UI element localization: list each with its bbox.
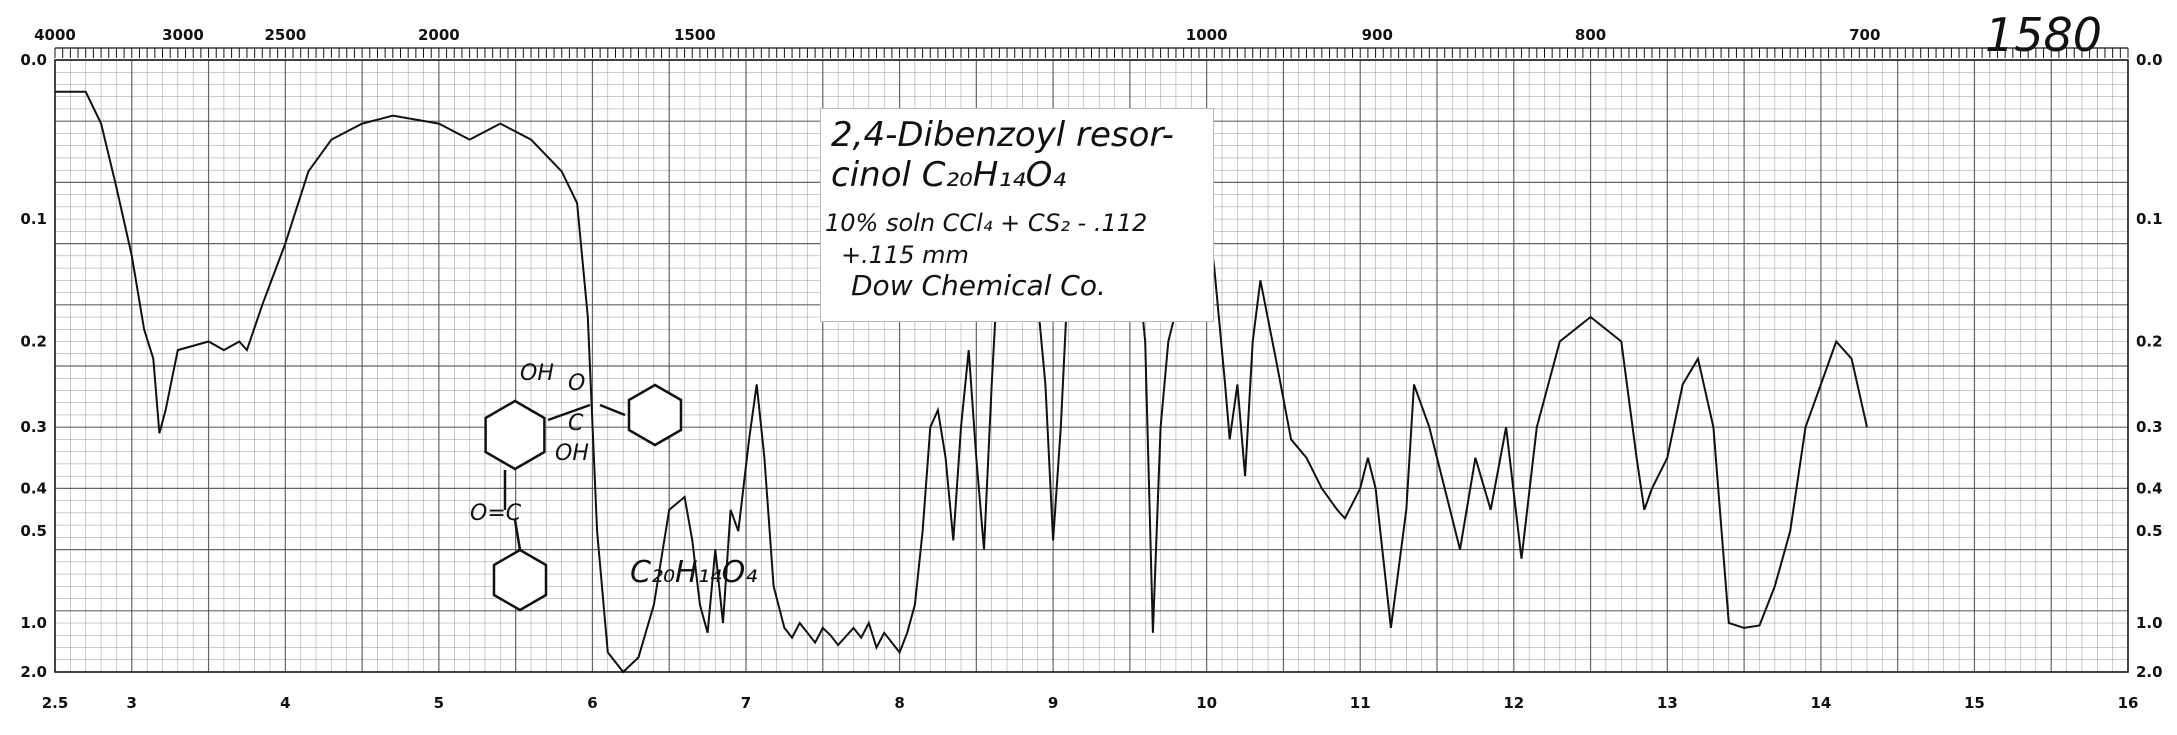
x-top-tick-label: 3000 (162, 26, 204, 44)
compound-name-line2: cinol C₂₀H₁₄O₄ (831, 155, 1066, 195)
x-bottom-tick-label: 9 (1048, 694, 1058, 712)
x-top-tick-label: 1500 (674, 26, 716, 44)
plot-frame (54, 59, 2129, 673)
x-bottom-tick-label: 10 (1196, 694, 1217, 712)
y-left-tick-label: 0.0 (20, 51, 47, 69)
y-right-tick-label: 0.5 (2136, 522, 2163, 540)
x-bottom-tick-label: 3 (127, 694, 137, 712)
x-bottom-tick-label: 4 (280, 694, 290, 712)
bond-bottom-phenyl (513, 519, 522, 551)
x-top-tick-label: 800 (1575, 26, 1606, 44)
y-left-tick-label: 0.3 (20, 418, 47, 436)
x-bottom-tick-label: 15 (1964, 694, 1985, 712)
x-bottom-tick-label: 8 (894, 694, 904, 712)
compound-name-line1: 2,4-Dibenzoyl resor- (831, 115, 1174, 155)
y-left-tick-label: 0.4 (20, 479, 47, 497)
benzoyl-ring-bottom (492, 548, 548, 612)
resorcinol-ring (484, 399, 546, 471)
y-left-tick-label: 1.0 (20, 614, 47, 632)
y-left-tick-label: 0.2 (20, 333, 47, 351)
y-right-tick-label: 1.0 (2136, 614, 2163, 632)
chart-axes (54, 47, 2129, 673)
chart-series (55, 90, 1868, 674)
x-top-tick-label: 2500 (264, 26, 306, 44)
source-company: Dow Chemical Co. (851, 269, 1106, 302)
benzoyl-ring-top (627, 383, 683, 447)
x-bottom-tick-label: 14 (1810, 694, 1831, 712)
x-bottom-tick-label: 2.5 (42, 694, 69, 712)
y-right-tick-label: 0.4 (2136, 479, 2163, 497)
x-bottom-tick-label: 12 (1503, 694, 1524, 712)
carbonyl-top-c: C (568, 411, 584, 436)
bond-top-phenyl (599, 403, 626, 417)
y-right-tick-label: 2.0 (2136, 663, 2163, 681)
x-top-tick-label: 700 (1849, 26, 1880, 44)
bond-top-carbonyl (547, 403, 591, 422)
chart-ticks: 2.5 3 4 5 6 7 8 9 10 11 12 13 14 15 16 4000 3000 2500 2000… (20, 26, 2162, 712)
compound-label-box: 2,4-Dibenzoyl resor- cinol C₂₀H₁₄O₄ 10% … (820, 108, 1214, 322)
x-top-tick-label: 900 (1362, 26, 1393, 44)
carbonyl-top-o: O (568, 371, 585, 396)
molecular-formula: C₂₀H₁₄O₄ (630, 555, 758, 590)
x-bottom-tick-label: 7 (741, 694, 751, 712)
oh-mid-label: OH (555, 441, 589, 466)
molecule-structure: OH OH O C O=C (470, 361, 683, 612)
carbonyl-left: O=C (470, 501, 522, 526)
x-bottom-tick-label: 5 (434, 694, 444, 712)
x-bottom-tick-label: 16 (2118, 694, 2139, 712)
x-bottom-tick-label: 11 (1350, 694, 1371, 712)
x-top-tick-label: 1000 (1186, 26, 1228, 44)
y-left-tick-label: 2.0 (20, 663, 47, 681)
y-right-tick-label: 0.3 (2136, 418, 2163, 436)
y-right-tick-label: 0.2 (2136, 333, 2163, 351)
x-top-tick-label: 2000 (418, 26, 460, 44)
y-right-tick-label: 0.0 (2136, 51, 2163, 69)
x-bottom-tick-label: 6 (587, 694, 597, 712)
path-length: +.115 mm (841, 241, 969, 269)
y-left-tick-label: 0.1 (20, 210, 47, 228)
y-left-tick-label: 0.5 (20, 522, 47, 540)
x-top-tick-label: 4000 (34, 26, 76, 44)
catalog-number: 1580 (1985, 8, 2103, 62)
solution-info: 10% soln CCl₄ + CS₂ - .112 (825, 209, 1148, 237)
spectrum-trace (55, 90, 1868, 674)
y-right-tick-label: 0.1 (2136, 210, 2163, 228)
oh-top-label: OH (520, 361, 554, 386)
x-bottom-tick-label: 13 (1657, 694, 1678, 712)
